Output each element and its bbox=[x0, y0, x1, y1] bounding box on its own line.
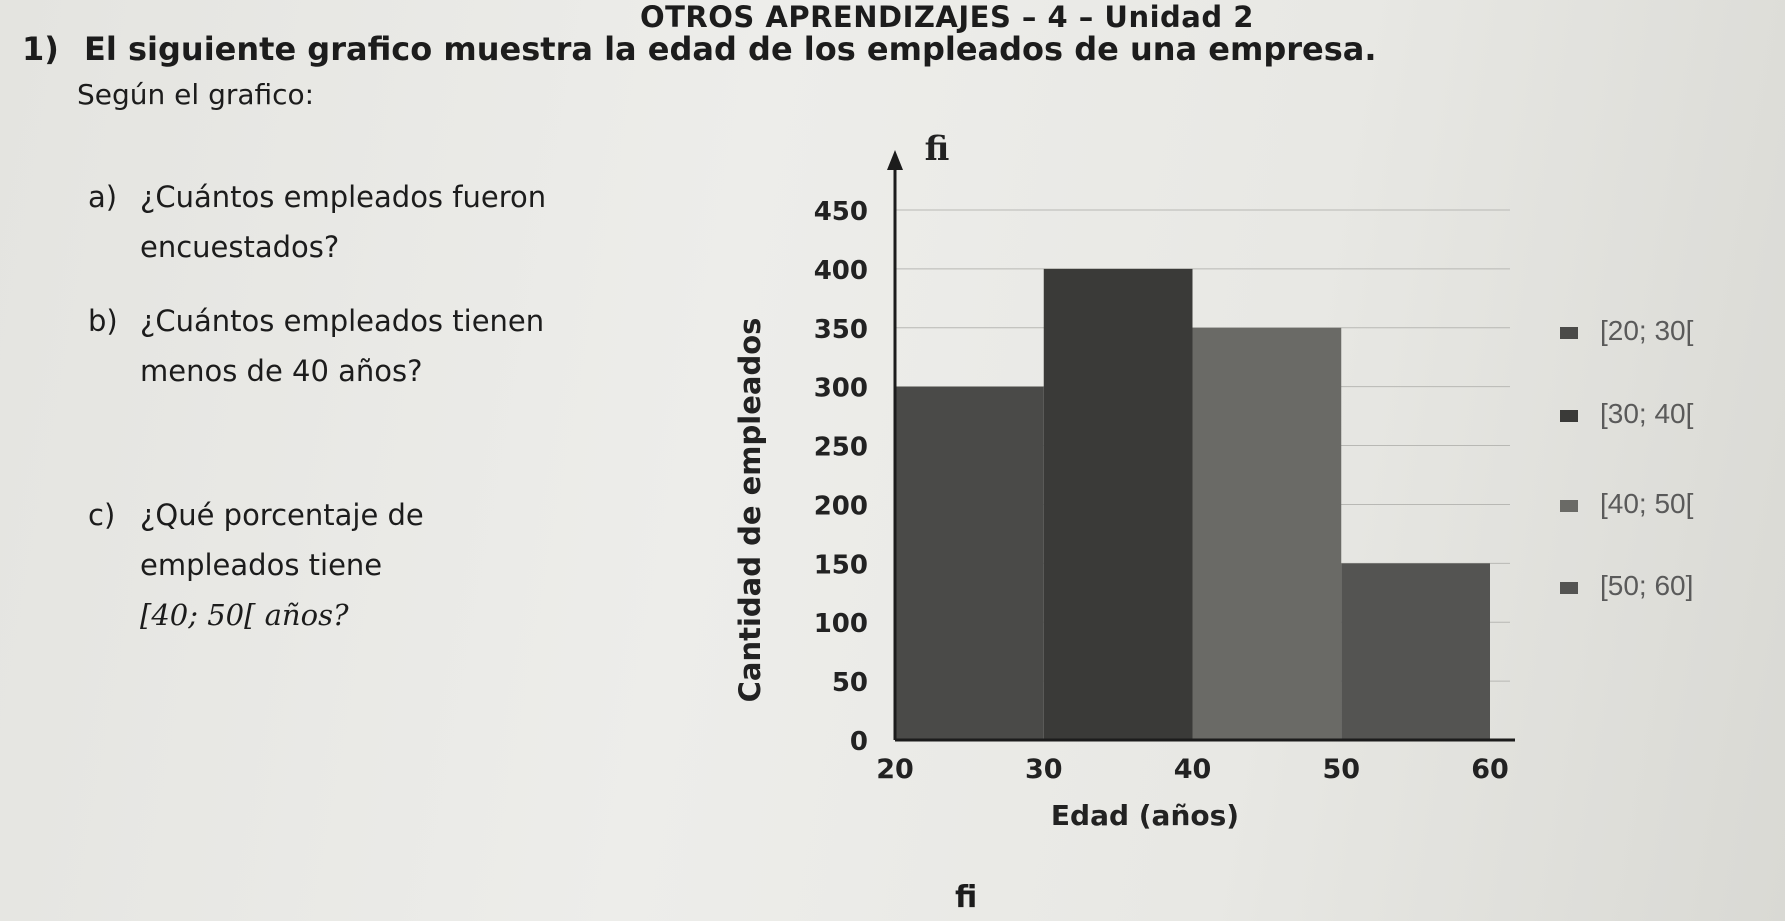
legend-swatch bbox=[1560, 500, 1578, 512]
question-interval: [40; 50[ años? bbox=[140, 598, 349, 632]
legend-item: [30; 40[ bbox=[1560, 398, 1694, 430]
question-c: c) ¿Qué porcentaje de empleados tiene [4… bbox=[88, 490, 590, 640]
question-text: ¿Cuántos empleados fueron encuestados? bbox=[140, 180, 547, 264]
y-tick-label: 150 bbox=[814, 550, 868, 580]
y-tick-label: 400 bbox=[814, 256, 868, 286]
x-tick-label: 50 bbox=[1322, 754, 1360, 785]
problem-statement: 1) El siguiente grafico muestra la edad … bbox=[22, 30, 1377, 68]
y-tick-label: 100 bbox=[814, 609, 868, 639]
y-axis-label: Cantidad de empleados bbox=[733, 318, 767, 703]
x-tick-label: 20 bbox=[876, 754, 914, 785]
question-letter: c) bbox=[88, 498, 116, 532]
problem-number: 1) bbox=[22, 30, 59, 68]
y-axis-top-label: fi bbox=[925, 129, 950, 169]
question-text: ¿Cuántos empleados tienen menos de 40 añ… bbox=[140, 304, 545, 388]
problem-subtitle: Según el grafico: bbox=[77, 78, 315, 111]
legend-item: [50; 60] bbox=[1560, 570, 1694, 602]
y-axis-arrow bbox=[887, 150, 903, 170]
legend-swatch bbox=[1560, 327, 1578, 339]
histogram-bar bbox=[895, 386, 1044, 740]
histogram-bar bbox=[1192, 327, 1342, 740]
x-axis-label: Edad (años) bbox=[1051, 799, 1239, 832]
legend-label: [20; 30[ bbox=[1600, 315, 1694, 346]
y-tick-label: 200 bbox=[814, 491, 868, 521]
footer-fragment: fi bbox=[955, 880, 978, 915]
page-header: OTROS APRENDIZAJES – 4 – Unidad 2 bbox=[640, 0, 1254, 34]
legend-label: [30; 40[ bbox=[1600, 398, 1694, 429]
x-tick-label: 30 bbox=[1025, 754, 1063, 785]
legend-swatch bbox=[1560, 582, 1578, 594]
legend-item: [20; 30[ bbox=[1560, 315, 1694, 347]
question-letter: a) bbox=[88, 180, 118, 214]
problem-text: El siguiente grafico muestra la edad de … bbox=[84, 30, 1377, 68]
y-tick-label: 450 bbox=[814, 197, 868, 227]
y-tick-label: 0 bbox=[850, 727, 868, 757]
question-text: ¿Qué porcentaje de empleados tiene bbox=[140, 498, 424, 582]
question-a: a) ¿Cuántos empleados fueron encuestados… bbox=[88, 172, 660, 272]
y-tick-label: 300 bbox=[814, 374, 868, 404]
y-tick-label: 250 bbox=[814, 433, 868, 463]
y-tick-label: 350 bbox=[814, 315, 868, 345]
legend-label: [50; 60] bbox=[1600, 570, 1694, 601]
y-tick-label: 50 bbox=[832, 668, 868, 698]
question-letter: b) bbox=[88, 304, 118, 338]
legend-item: [40; 50[ bbox=[1560, 488, 1694, 520]
histogram-bar bbox=[1341, 563, 1490, 740]
x-tick-label: 60 bbox=[1471, 754, 1509, 785]
question-b: b) ¿Cuántos empleados tienen menos de 40… bbox=[88, 296, 610, 396]
legend-swatch bbox=[1560, 410, 1578, 422]
histogram-bar bbox=[1043, 268, 1193, 740]
legend-label: [40; 50[ bbox=[1600, 488, 1694, 519]
x-tick-label: 40 bbox=[1174, 754, 1212, 785]
